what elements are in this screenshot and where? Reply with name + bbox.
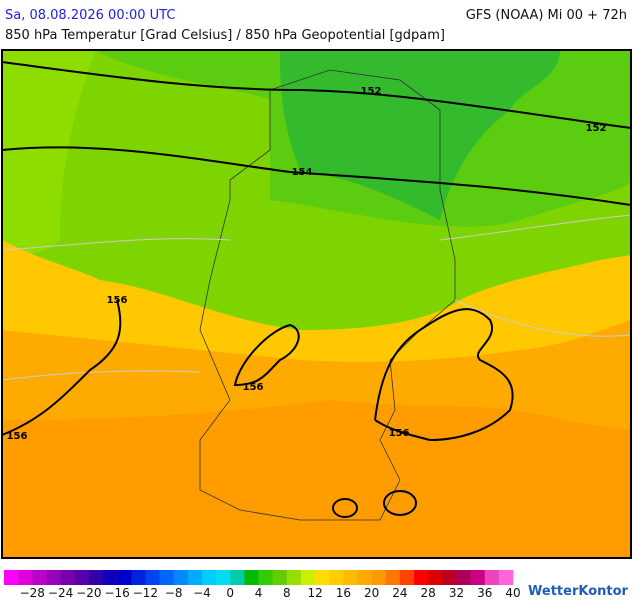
colorbar: −28 −24 −20 −16 −12 −8 −4 0 4 8 12 16 20 24 28 32 36 40: [4, 570, 521, 600]
contour-label: 156: [107, 295, 128, 306]
colorbar-swatch: [159, 570, 174, 585]
subtitle: 850 hPa Temperatur [Grad Celsius] / 850 …: [5, 28, 445, 43]
colorbar-swatch: [428, 570, 443, 585]
colorbar-swatch: [258, 570, 273, 585]
country-border: [199, 69, 456, 521]
colorbar-swatch: [371, 570, 387, 585]
colorbar-tick-label: 20: [364, 586, 379, 600]
colorbar-swatch: [145, 570, 160, 585]
contour-label: 156: [7, 431, 28, 442]
colorbar-swatch: [60, 570, 75, 585]
colorbar-swatch: [216, 570, 231, 585]
colorbar-swatch: [46, 570, 61, 585]
colorbar-tick-label: 16: [336, 586, 351, 600]
colorbar-tick-label: −28: [20, 586, 45, 600]
contour-label: 154: [292, 167, 313, 178]
colorbar-tick-label: 8: [283, 586, 291, 600]
colorbar-tick-label: 24: [392, 586, 407, 600]
colorbar-swatch: [32, 570, 47, 585]
colorbar-swatch: [442, 570, 457, 585]
colorbar-tick-label: 32: [449, 586, 464, 600]
colorbar-swatch: [456, 570, 471, 585]
colorbar-tick-label: −12: [133, 586, 158, 600]
colorbar-swatch: [399, 570, 415, 585]
colorbar-tick-label: −4: [193, 586, 211, 600]
colorbar-swatch: [300, 570, 316, 585]
map-frame: [1, 49, 632, 559]
colorbar-swatch: [357, 570, 372, 585]
colorbar-swatch: [498, 570, 514, 585]
colorbar-swatch: [470, 570, 486, 585]
contour-label: 156: [243, 382, 264, 393]
colorbar-tick-label: 36: [477, 586, 492, 600]
model-info: GFS (NOAA) Mi 00 + 72h: [466, 8, 627, 23]
colorbar-swatch: [244, 570, 259, 585]
colorbar-swatch: [272, 570, 288, 585]
map: 152 152 154 156 156 156 156: [1, 49, 632, 559]
colorbar-swatch: [385, 570, 401, 585]
colorbar-swatch: [201, 570, 217, 585]
colorbar-swatch: [74, 570, 90, 585]
colorbar-tick-label: 12: [307, 586, 322, 600]
colorbar-tick-label: −16: [104, 586, 129, 600]
colorbar-swatch: [484, 570, 500, 585]
colorbar-tick-label: 40: [505, 586, 520, 600]
contour-label: 152: [586, 123, 607, 134]
colorbar-tick-label: 4: [255, 586, 263, 600]
colorbar-swatch: [117, 570, 132, 585]
colorbar-swatch: [88, 570, 104, 585]
colorbar-tick-label: 28: [421, 586, 436, 600]
contour-label: 152: [361, 86, 382, 97]
river: [2, 214, 631, 381]
colorbar-swatch: [343, 570, 358, 585]
colorbar-swatch: [230, 570, 245, 585]
logo: WetterKontor: [528, 584, 629, 599]
geopotential-contours: [2, 61, 631, 518]
colorbar-swatch: [329, 570, 344, 585]
contour-label: 156: [389, 428, 410, 439]
colorbar-swatch: [18, 570, 33, 585]
colorbar-swatch: [131, 570, 146, 585]
datetime: Sa, 08.08.2026 00:00 UTC: [5, 8, 175, 23]
colorbar-swatch: [286, 570, 302, 585]
colorbar-swatch: [187, 570, 203, 585]
colorbar-tick-label: −8: [165, 586, 183, 600]
field-dark-orange: [2, 400, 631, 558]
colorbar-tick-label: −24: [48, 586, 73, 600]
colorbar-swatch: [414, 570, 429, 585]
colorbar-swatch: [315, 570, 330, 585]
field-light-green: [2, 50, 95, 260]
colorbar-swatch: [102, 570, 118, 585]
colorbar-tick-label: −20: [76, 586, 101, 600]
colorbar-swatch: [173, 570, 189, 585]
colorbar-swatch: [4, 570, 19, 585]
colorbar-tick-label: 0: [226, 586, 234, 600]
